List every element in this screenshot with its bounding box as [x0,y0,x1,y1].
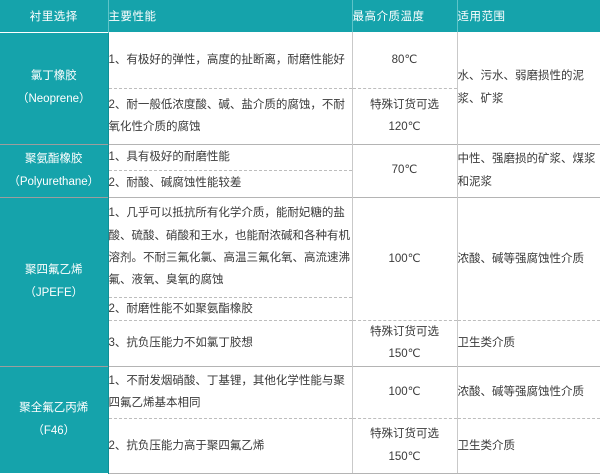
table-header: 衬里选择 主要性能 最高介质温度 适用范围 [0,0,600,32]
column-header-performance: 主要性能 [108,0,353,32]
scope-cell: 水、污水、弱磨损性的泥浆、矿浆 [457,32,600,144]
material-name-cn: 聚全氟乙丙烯 [19,402,89,415]
table-row: 聚全氟乙丙烯 （F46） 1、不耐发烟硝酸、丁基锂，其他化学性能与聚四氟乙烯基本… [0,365,600,474]
temperature-cell: 特殊订货可选 120℃ [352,87,458,144]
performance-cell: 1、具有极好的耐磨性能 [108,143,353,170]
material-name-en: （Neoprene） [16,93,91,105]
material-name-cn: 聚四氟乙烯 [25,263,83,276]
performance-cell: 1、几乎可以抵抗所有化学介质，能耐妃糖的盐酸、硫酸、硝酸和王水，也能耐浓碱和各种… [108,196,353,297]
table-row: 2、耐酸、碱腐蚀性能较差 [0,169,600,197]
temperature-cell: 70℃ [352,143,458,197]
material-name-cn: 聚氨酯橡胶 [25,152,83,165]
header-row: 衬里选择 主要性能 最高介质温度 适用范围 [0,0,600,32]
column-header-max-temperature: 最高介质温度 [352,0,458,32]
performance-cell: 1、不耐发烟硝酸、丁基锂，其他化学性能与聚四氟乙烯基本相同 [108,365,353,419]
performance-cell: 2、耐一般低浓度酸、碱、盐介质的腐蚀，不耐氧化性介质的腐蚀 [108,87,353,144]
material-name-en: （Polyurethane） [8,175,100,188]
performance-cell: 3、抗负压能力不如氯丁胶想 [108,319,353,367]
table-row: 聚氨酯橡胶 （Polyurethane） 1、具有极好的耐磨性能 70℃ 中性、… [0,143,600,197]
performance-cell: 2、耐磨性能不如聚氨酯橡胶 [108,296,353,321]
temperature-cell: 特殊订货可选 150℃ [352,319,458,367]
material-name-en: （JPEFE） [24,286,84,299]
table-row: 氯丁橡胶 （Neoprene） 1、有极好的弹性，高度的扯断离，耐磨性能好 80… [0,31,600,144]
table-row: 2、耐一般低浓度酸、碱、盐介质的腐蚀，不耐氧化性介质的腐蚀 特殊订货可选 120… [0,87,600,144]
temperature-cell: 100℃ [352,365,458,419]
column-header-scope: 适用范围 [457,0,600,32]
table-row: 2、耐磨性能不如聚氨酯橡胶 [0,296,600,321]
scope-cell: 浓酸、碱等强腐蚀性介质 [457,365,600,419]
material-name-cn: 氯丁橡胶 [30,70,77,82]
material-cell-f46: 聚全氟乙丙烯 （F46） [0,365,109,474]
table-row: 聚四氟乙烯 （JPEFE） 1、几乎可以抵抗所有化学介质，能耐妃糖的盐酸、硫酸、… [0,196,600,367]
temperature-cell: 100℃ [352,196,458,321]
performance-cell: 2、耐酸、碱腐蚀性能较差 [108,169,353,197]
scope-cell: 中性、强磨损的矿浆、煤浆和泥浆 [457,143,600,197]
temperature-cell: 80℃ [352,32,458,88]
performance-cell: 1、有极好的弹性，高度的扯断离，耐磨性能好 [108,32,353,88]
scope-cell: 卫生类介质 [457,319,600,367]
column-header-material: 衬里选择 [0,0,109,32]
table-row: 3、抗负压能力不如氯丁胶想 特殊订货可选 150℃ 卫生类介质 [0,319,600,367]
material-cell-neoprene: 氯丁橡胶 （Neoprene） [0,31,109,144]
scope-cell: 浓酸、碱等强腐蚀性介质 [457,196,600,321]
table-body: 氯丁橡胶 （Neoprene） 1、有极好的弹性，高度的扯断离，耐磨性能好 80… [0,31,600,474]
material-cell-polyurethane: 聚氨酯橡胶 （Polyurethane） [0,143,109,197]
material-name-en: （F46） [32,425,76,438]
material-cell-ptfe: 聚四氟乙烯 （JPEFE） [0,196,109,367]
